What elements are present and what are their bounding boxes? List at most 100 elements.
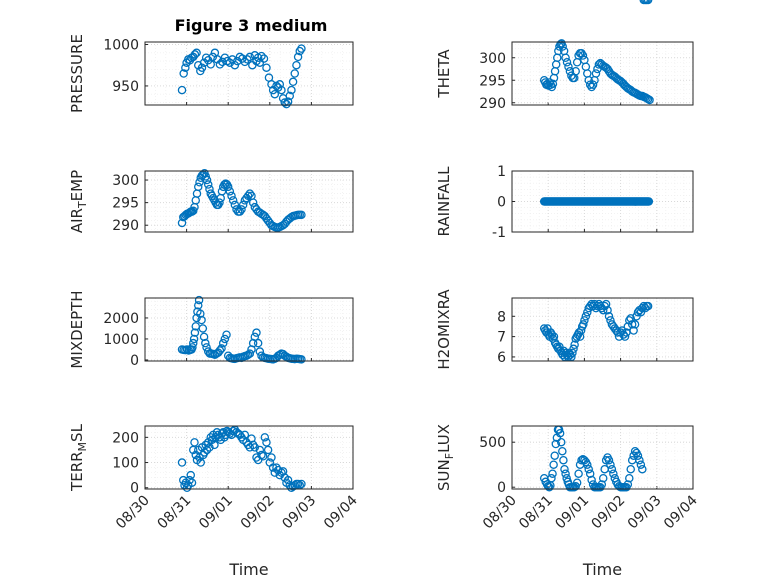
y-tick-label: 295 [112,196,139,212]
data-point [547,473,556,483]
y-tick-label: 0 [497,195,506,211]
axes-box [144,297,354,362]
data-point [227,191,236,201]
data-point [561,469,570,478]
y-tick-label: 0 [497,480,506,496]
data-point [297,479,306,489]
data-point [572,58,582,67]
data-point [569,344,578,354]
data-point [560,464,569,474]
data-point [629,326,638,335]
data-point [257,51,266,61]
x-tick-label: 09/01 [196,493,236,533]
data-point [188,343,197,352]
data-point [548,79,558,89]
data-point [588,80,598,90]
y-tick-label: 290 [479,96,506,112]
y-tick-label: 950 [112,79,139,95]
data-point [177,458,187,467]
data-point [208,52,218,62]
data-point [250,332,260,342]
data-point [258,451,268,461]
data-point [189,206,198,216]
data-point [644,197,654,206]
data-point [558,42,567,51]
data-point [626,464,635,474]
data-point [630,320,640,329]
data-point [572,478,582,487]
y-tick-label: 7 [497,330,506,346]
data-point [237,205,246,214]
data-point [268,463,278,472]
data-point [205,443,214,452]
data-point [283,475,293,485]
data-point [280,98,290,107]
data-point [182,345,192,354]
x-tick-label: 08/31 [516,493,556,533]
y-tick-label: 1 [497,164,506,180]
data-point [549,332,559,341]
data-point [215,198,224,207]
data-point [267,453,276,462]
data-point [223,182,233,192]
data-point [297,355,306,364]
data-point [571,67,580,76]
y-axis-label: THETA [435,49,453,99]
y-tick-label: 300 [112,173,139,189]
axes-box [511,425,694,490]
data-point [248,60,257,70]
y-axis-label: SUNFLUX [435,424,456,491]
data-point [230,60,240,70]
data-point [568,348,577,358]
data-point [607,464,617,474]
data-point [201,338,210,348]
subplot-1: 950 1000 PRESSURE [68,34,354,113]
data-point [623,480,633,489]
data-point [181,63,190,72]
data-point [581,62,591,72]
data-point [606,460,615,469]
data-point [187,207,197,216]
data-point [203,180,213,189]
data-point [240,57,250,67]
x-tick-label: 08/30 [113,493,153,533]
subplot-7: 0 100 200 TERRMSL 08/30 08/31 09/01 09/02 09/03 0… [68,423,361,579]
y-tick-label: 300 [479,51,506,67]
data-point [564,62,573,72]
data-point [179,69,188,78]
data-point [245,189,255,198]
data-point [250,443,260,452]
data-point [222,330,231,339]
data-point [193,301,203,310]
data-point [190,438,199,447]
data-point [228,196,238,205]
data-point [259,54,269,63]
axes-box [511,297,694,362]
axes-box [144,41,354,106]
data-point [221,430,230,440]
data-point [575,332,585,341]
y-tick-label: 295 [479,73,506,89]
data-point [587,475,596,485]
figure-title: Figure 3 medium [175,16,328,35]
data-point [581,312,591,321]
data-point [551,60,561,69]
x-tick-label: 08/31 [155,493,195,533]
data-point [217,344,226,353]
data-point [297,44,306,53]
data-point [551,439,561,449]
data-point [636,460,646,469]
y-axis-label: AIRTEMP [68,170,89,233]
data-point [604,455,614,465]
data-point [574,469,583,478]
data-point [201,172,210,181]
data-point [577,455,586,465]
data-point [257,450,266,460]
x-tick-label: 09/02 [238,493,278,533]
data-point [556,437,566,447]
data-point [549,460,558,469]
y-axis-label: RAINFALL [435,166,453,237]
subplot-2: 290 295 300 THETA [435,39,694,112]
y-axis-label: MIXDEPTH [68,290,86,368]
axes-box [511,41,694,106]
